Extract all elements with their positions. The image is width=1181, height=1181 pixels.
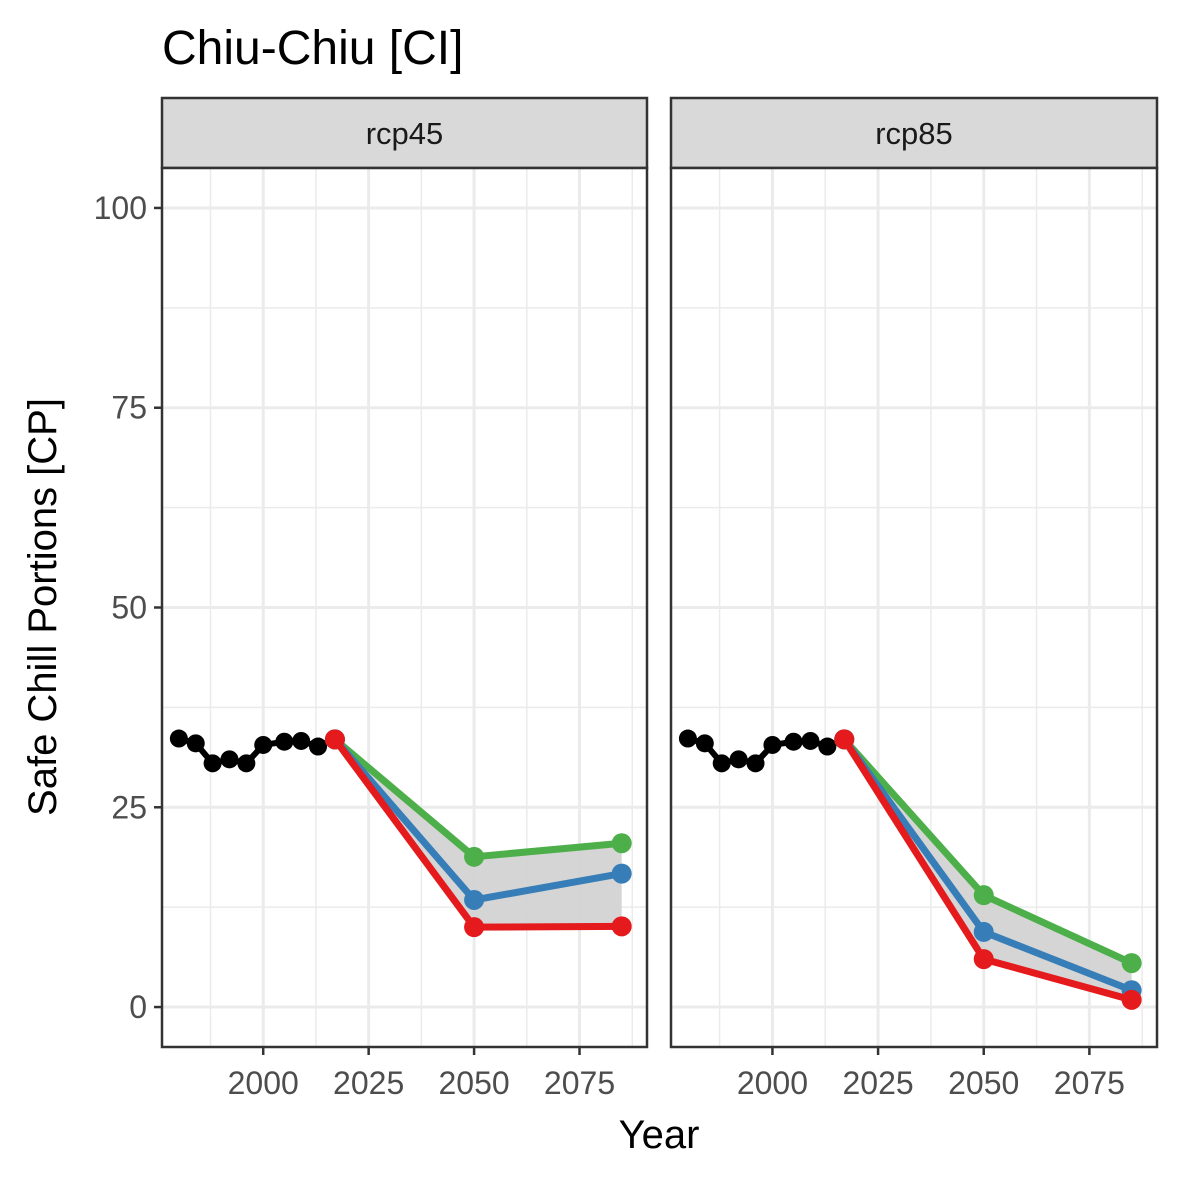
historic-point-rcp85-1980: [678, 729, 697, 748]
grid-rcp45: [162, 168, 647, 1047]
historic-point-rcp45-1996: [237, 754, 256, 773]
x-tick-label-rcp85-2000: 2000: [737, 1065, 808, 1101]
y-tick-label-50: 50: [111, 590, 147, 626]
grid-rcp85: [671, 168, 1157, 1047]
panel-rcp85: rcp85 2000 2025 2050 2075: [669, 96, 1159, 1101]
panel-border-rcp85: [669, 166, 1159, 1049]
historic-point-rcp45-2013: [309, 737, 328, 756]
x-axis-rcp85: 2000 2025 2050 2075: [737, 1047, 1125, 1101]
ribbon-rcp45: [334, 739, 622, 928]
historic-point-rcp45-2005: [275, 732, 294, 751]
x-tick-label-rcp85-2050: 2050: [948, 1065, 1019, 1101]
pessimistic-point-rcp85-2085: [1121, 989, 1142, 1010]
historic-point-rcp45-1988: [203, 754, 222, 773]
x-tick-label-rcp85-2075: 2075: [1054, 1065, 1125, 1101]
historic-point-rcp85-2000: [763, 735, 782, 754]
pessimistic-point-rcp85-2050: [973, 949, 994, 970]
intermediate-point-rcp45-2050: [464, 889, 485, 910]
historic-point-rcp85-1996: [746, 754, 765, 773]
y-tick-label-100: 100: [94, 190, 147, 226]
x-tick-label-rcp45-2075: 2075: [544, 1065, 615, 1101]
strip-rcp45: [160, 96, 649, 170]
optimistic-point-rcp85-2050: [973, 885, 994, 906]
historic-point-rcp45-2009: [292, 731, 311, 750]
historic-point-rcp45-1984: [186, 734, 205, 753]
strip-rcp85: [669, 96, 1159, 170]
y-tick-label-0: 0: [129, 989, 147, 1025]
intermediate-point-rcp85-2050: [973, 921, 994, 942]
optimistic-point-rcp85-2085: [1121, 953, 1142, 974]
strip-label-rcp85: rcp85: [875, 116, 953, 151]
chart-title: Chiu-Chiu [CI]: [162, 22, 463, 75]
pessimistic-point-rcp85-2017: [834, 729, 855, 750]
panel-rcp45: rcp45 2000 2025 2050 2075: [160, 96, 649, 1101]
x-tick-label-rcp45-2000: 2000: [228, 1065, 299, 1101]
historic-point-rcp45-2000: [254, 735, 273, 754]
historic-point-rcp85-1988: [712, 754, 731, 773]
historic-point-rcp45-1980: [169, 729, 188, 748]
y-tick-label-75: 75: [111, 390, 147, 426]
pessimistic-point-rcp45-2017: [324, 729, 345, 750]
historic-point-rcp45-1992: [220, 750, 239, 769]
historic-point-rcp85-1992: [729, 750, 748, 769]
strip-label-rcp45: rcp45: [366, 116, 444, 151]
x-tick-label-rcp45-2025: 2025: [333, 1065, 404, 1101]
y-tick-label-25: 25: [111, 789, 147, 825]
y-axis-title: Safe Chill Portions [CP]: [21, 398, 65, 816]
y-axis: 0 25 50 75 100: [94, 190, 162, 1025]
historic-point-rcp85-2009: [801, 731, 820, 750]
x-axis-title: Year: [619, 1113, 700, 1157]
x-axis-rcp45: 2000 2025 2050 2075: [228, 1047, 615, 1101]
optimistic-point-rcp45-2085: [611, 833, 632, 854]
pessimistic-point-rcp45-2050: [464, 917, 485, 938]
historic-point-rcp85-1984: [695, 734, 714, 753]
ribbon-rcp85: [844, 739, 1132, 1000]
data-rcp45: [169, 729, 632, 938]
x-tick-label-rcp45-2050: 2050: [438, 1065, 509, 1101]
historic-point-rcp85-2013: [818, 737, 837, 756]
x-tick-label-rcp85-2025: 2025: [842, 1065, 913, 1101]
optimistic-point-rcp45-2050: [464, 846, 485, 867]
historic-point-rcp85-2005: [784, 732, 803, 751]
pessimistic-point-rcp45-2085: [611, 916, 632, 937]
data-rcp85: [678, 729, 1142, 1010]
intermediate-point-rcp45-2085: [611, 863, 632, 884]
